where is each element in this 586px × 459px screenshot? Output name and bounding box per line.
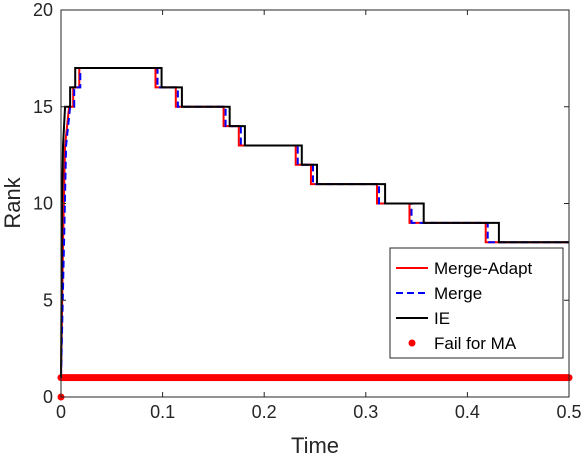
legend-box: [389, 247, 564, 359]
y-tick-label: 0: [43, 387, 53, 407]
legend: Merge-Adapt Merge IE Fail for MA: [389, 247, 564, 359]
legend-label-ie: IE: [434, 309, 450, 328]
y-axis-label: Rank: [0, 176, 25, 228]
plot-area: [57, 67, 573, 401]
x-tick-label: 0.5: [556, 402, 581, 422]
x-tick-label: 0.3: [353, 402, 378, 422]
ie-line: [60, 67, 569, 378]
x-tick-label: 0.4: [455, 402, 480, 422]
axis-ticks: 0 0.1 0.2 0.3 0.4 0.5 0 5 10 15 20: [33, 0, 582, 422]
y-tick-label: 15: [33, 97, 53, 117]
legend-label-fail-for-ma: Fail for MA: [434, 334, 517, 353]
y-tick-label: 20: [33, 0, 53, 20]
y-tick-label: 5: [43, 290, 53, 310]
y-tick-label: 10: [33, 194, 53, 214]
x-tick-label: 0: [56, 402, 66, 422]
x-tick-label: 0.2: [252, 402, 277, 422]
fail-for-ma-markers: [57, 374, 573, 401]
legend-swatch-fail-for-ma: [408, 339, 416, 347]
legend-label-merge: Merge: [434, 284, 482, 303]
legend-label-merge-adapt: Merge-Adapt: [434, 259, 533, 278]
x-axis-label: Time: [291, 433, 339, 458]
x-tick-label: 0.1: [150, 402, 175, 422]
